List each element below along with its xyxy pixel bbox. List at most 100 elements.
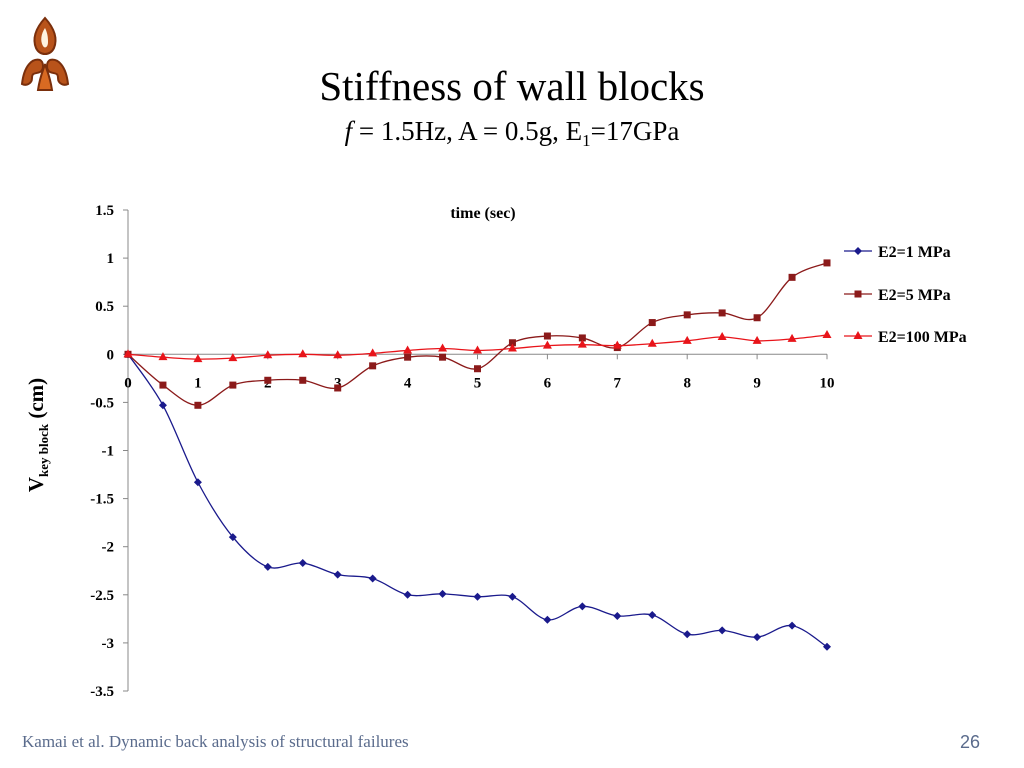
data-point-e2-1-mpa: [333, 570, 342, 579]
data-point-e2-5-mpa: [439, 353, 447, 361]
data-point-e2-1-mpa: [683, 630, 692, 639]
slide-subtitle: f = 1.5Hz, A = 0.5g, E1=17GPa: [0, 114, 1024, 158]
data-point-e2-100-mpa: [228, 353, 238, 362]
legend-marker-e2-5-mpa: [854, 290, 862, 298]
data-point-e2-100-mpa: [438, 343, 448, 352]
data-point-e2-5-mpa: [299, 376, 307, 384]
data-point-e2-5-mpa: [334, 384, 342, 392]
university-logo-icon: [20, 16, 70, 91]
data-point-e2-100-mpa: [507, 343, 517, 352]
data-point-e2-1-mpa: [648, 611, 657, 620]
data-point-e2-1-mpa: [473, 592, 482, 601]
data-point-e2-100-mpa: [123, 349, 133, 358]
data-point-e2-5-mpa: [264, 376, 272, 384]
y-tick-label: -2: [102, 540, 115, 556]
chart-title: time (sec): [450, 205, 515, 222]
data-point-e2-5-mpa: [823, 259, 831, 267]
x-tick-label: 10: [820, 375, 835, 391]
data-point-e2-5-mpa: [718, 309, 726, 317]
data-point-e2-5-mpa: [404, 353, 412, 361]
x-tick-label: 6: [544, 375, 552, 391]
data-point-e2-1-mpa: [753, 633, 762, 642]
data-point-e2-1-mpa: [263, 562, 272, 571]
data-point-e2-5-mpa: [683, 311, 691, 319]
y-axis-label-unit: (cm): [24, 377, 48, 424]
series-line-e2-1-mpa: [127, 353, 828, 648]
data-point-e2-100-mpa: [752, 335, 762, 344]
data-point-e2-1-mpa: [578, 602, 587, 611]
data-point-e2-1-mpa: [193, 478, 202, 487]
footer-citation: Kamai et al. Dynamic back analysis of st…: [22, 732, 409, 751]
data-point-e2-100-mpa: [193, 354, 203, 363]
y-tick-label: 0: [107, 347, 115, 363]
subtitle-subscript: 1: [582, 131, 591, 150]
data-point-e2-100-mpa: [577, 339, 587, 348]
data-point-e2-1-mpa: [228, 533, 237, 542]
data-point-e2-5-mpa: [543, 332, 551, 340]
data-point-e2-5-mpa: [578, 334, 586, 342]
y-tick-label: -3: [102, 636, 115, 652]
data-point-e2-100-mpa: [333, 350, 343, 359]
data-point-e2-5-mpa: [474, 365, 481, 373]
legend-label-e2-5-mpa: E2=5 MPa: [878, 287, 951, 304]
data-point-e2-1-mpa: [368, 574, 377, 583]
data-point-e2-1-mpa: [543, 615, 552, 624]
data-point-e2-1-mpa: [508, 592, 517, 601]
data-point-e2-100-mpa: [403, 345, 413, 354]
data-point-e2-100-mpa: [612, 340, 622, 349]
y-tick-label: -1: [102, 444, 115, 460]
data-point-e2-1-mpa: [613, 611, 622, 620]
data-point-e2-5-mpa: [788, 273, 796, 281]
data-point-e2-1-mpa: [438, 589, 447, 598]
data-point-e2-1-mpa: [158, 401, 167, 410]
data-point-e2-100-mpa: [787, 333, 797, 342]
data-point-e2-100-mpa: [473, 345, 482, 354]
data-point-e2-100-mpa: [263, 350, 273, 359]
y-axis-label-main: V: [24, 476, 48, 493]
legend-marker-e2-1-mpa: [854, 247, 862, 255]
y-tick-label: 1.5: [95, 203, 114, 219]
y-tick-label: -3.5: [90, 684, 114, 700]
y-tick-label: -2.5: [90, 588, 114, 604]
y-axis-label: Vkey block (cm): [18, 360, 58, 510]
y-tick-label: -0.5: [90, 395, 114, 411]
legend-label-e2-1-mpa: E2=1 MPa: [878, 244, 951, 261]
subtitle-text-2: =17GPa: [590, 116, 680, 146]
data-point-e2-100-mpa: [717, 331, 727, 340]
data-point-e2-5-mpa: [229, 381, 237, 389]
y-tick-label: 0.5: [95, 299, 114, 315]
data-point-e2-5-mpa: [508, 339, 516, 347]
data-point-e2-100-mpa: [822, 330, 832, 339]
data-point-e2-100-mpa: [298, 349, 308, 358]
x-tick-label: 1: [194, 375, 202, 391]
data-point-e2-100-mpa: [682, 335, 692, 344]
y-axis-label-sub: key block: [36, 423, 51, 477]
x-tick-label: 9: [753, 375, 761, 391]
x-tick-label: 4: [404, 375, 412, 391]
data-point-e2-1-mpa: [718, 626, 727, 635]
data-point-e2-5-mpa: [648, 319, 656, 327]
data-point-e2-5-mpa: [369, 362, 377, 370]
legend-label-e2-100-mpa: E2=100 MPa: [878, 329, 967, 346]
data-point-e2-5-mpa: [159, 381, 167, 389]
data-point-e2-1-mpa: [403, 590, 412, 599]
data-point-e2-100-mpa: [368, 348, 378, 357]
data-point-e2-5-mpa: [194, 401, 202, 409]
slide-title: Stiffness of wall blocks: [319, 63, 705, 109]
frequency-symbol: f: [344, 116, 353, 146]
legend-marker-e2-100-mpa: [853, 331, 863, 339]
data-point-e2-100-mpa: [542, 340, 552, 349]
page-number: 26: [959, 732, 980, 752]
x-tick-label: 7: [614, 375, 622, 391]
data-point-e2-100-mpa: [158, 352, 168, 361]
data-point-e2-1-mpa: [823, 642, 831, 651]
data-point-e2-1-mpa: [788, 621, 797, 630]
x-tick-label: 0: [124, 375, 132, 391]
y-tick-label: -1.5: [90, 492, 114, 508]
x-tick-label: 3: [334, 375, 342, 391]
data-point-e2-5-mpa: [753, 314, 761, 322]
y-tick-label: 1: [107, 251, 115, 267]
x-tick-label: 8: [683, 375, 691, 391]
data-point-e2-100-mpa: [647, 338, 657, 347]
